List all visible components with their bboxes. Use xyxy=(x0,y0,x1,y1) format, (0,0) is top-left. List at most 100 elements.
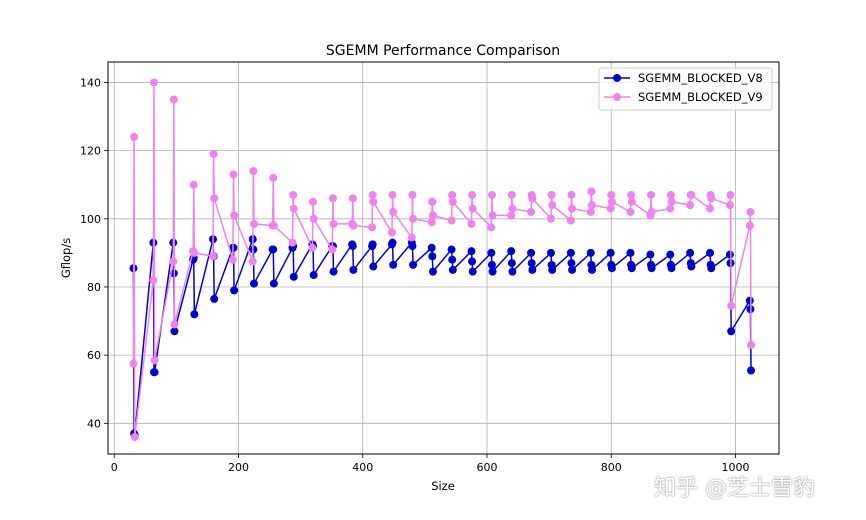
series-layer xyxy=(129,78,756,441)
data-point xyxy=(507,259,516,268)
data-point xyxy=(706,248,715,257)
data-point xyxy=(129,359,138,368)
data-point xyxy=(448,190,457,199)
data-point xyxy=(349,221,358,230)
data-point xyxy=(408,242,417,251)
data-point xyxy=(587,201,596,210)
data-point xyxy=(707,264,716,273)
legend: SGEMM_BLOCKED_V8 SGEMM_BLOCKED_V9 xyxy=(598,67,773,111)
data-point xyxy=(448,265,457,274)
x-axis-label: Size xyxy=(431,479,455,493)
data-point xyxy=(666,204,675,213)
data-point xyxy=(507,247,516,256)
data-point xyxy=(467,219,476,228)
data-point xyxy=(289,204,298,213)
y-axis-label: Gflop/s xyxy=(59,238,73,278)
data-point xyxy=(647,207,656,216)
legend-box xyxy=(598,67,773,111)
data-point xyxy=(626,207,635,216)
data-point xyxy=(607,197,616,206)
data-point xyxy=(647,190,656,199)
y-tick-label: 80 xyxy=(87,281,101,294)
x-tick-label: 400 xyxy=(352,461,373,474)
data-point xyxy=(210,194,219,203)
x-tick-label: 0 xyxy=(111,461,118,474)
data-point xyxy=(309,271,318,280)
data-point xyxy=(230,286,239,295)
data-point xyxy=(568,265,577,274)
data-point xyxy=(210,294,219,303)
data-point xyxy=(170,320,179,329)
data-point xyxy=(409,260,418,269)
legend-label-v8: SGEMM_BLOCKED_V8 xyxy=(638,71,763,85)
data-point xyxy=(149,78,158,87)
plot-frame xyxy=(107,61,780,455)
x-tick-label: 1000 xyxy=(722,461,750,474)
data-point xyxy=(448,255,457,264)
y-tick-label: 100 xyxy=(80,213,101,226)
series-SGEMM_BLOCKED_V9 xyxy=(129,78,756,441)
data-point xyxy=(369,262,378,271)
data-point xyxy=(149,276,158,285)
data-point xyxy=(269,279,278,288)
data-point xyxy=(229,170,238,179)
data-point xyxy=(387,228,396,237)
data-point xyxy=(409,214,418,223)
data-point xyxy=(468,204,477,213)
data-point xyxy=(468,190,477,199)
data-point xyxy=(228,255,237,264)
data-point xyxy=(348,194,357,203)
data-point xyxy=(725,250,734,259)
data-point xyxy=(547,190,556,199)
data-point xyxy=(706,204,715,213)
data-point xyxy=(428,197,437,206)
data-point xyxy=(150,356,159,365)
data-point xyxy=(269,173,278,182)
data-point xyxy=(447,245,456,254)
data-point xyxy=(546,248,555,257)
y-tick-label: 120 xyxy=(80,145,101,158)
legend-marker-v9 xyxy=(613,93,621,101)
data-point xyxy=(150,368,159,377)
data-point xyxy=(707,194,716,203)
data-point xyxy=(169,95,178,104)
data-point xyxy=(626,248,635,257)
data-point xyxy=(566,216,575,225)
data-point xyxy=(548,265,557,274)
data-point xyxy=(368,240,377,249)
data-point xyxy=(607,264,616,273)
data-point xyxy=(507,211,516,220)
data-point xyxy=(686,248,695,257)
data-point xyxy=(388,238,397,247)
data-point xyxy=(349,265,358,274)
data-point xyxy=(448,197,457,206)
data-point xyxy=(528,194,537,203)
data-point xyxy=(169,257,178,266)
data-point xyxy=(328,245,337,254)
data-point xyxy=(209,252,217,261)
data-point xyxy=(250,279,258,288)
data-point xyxy=(747,366,756,375)
data-point xyxy=(747,340,756,349)
data-point xyxy=(666,190,675,199)
data-point xyxy=(487,223,496,232)
data-point xyxy=(289,272,298,281)
x-tick-label: 600 xyxy=(476,461,497,474)
data-point xyxy=(567,190,576,199)
data-point xyxy=(487,260,496,269)
data-point xyxy=(606,248,615,257)
data-point xyxy=(427,218,436,227)
data-point xyxy=(647,264,656,273)
data-point xyxy=(725,201,734,210)
data-point xyxy=(727,301,736,310)
x-tick-label: 800 xyxy=(601,461,622,474)
watermark-text: 知乎 @芝士雪豹 xyxy=(654,476,815,501)
data-point xyxy=(687,262,696,271)
data-point xyxy=(607,190,616,199)
data-point xyxy=(408,190,417,199)
data-point xyxy=(667,197,676,206)
data-point xyxy=(389,260,398,269)
y-tick-label: 60 xyxy=(87,349,101,362)
data-point xyxy=(289,190,298,199)
